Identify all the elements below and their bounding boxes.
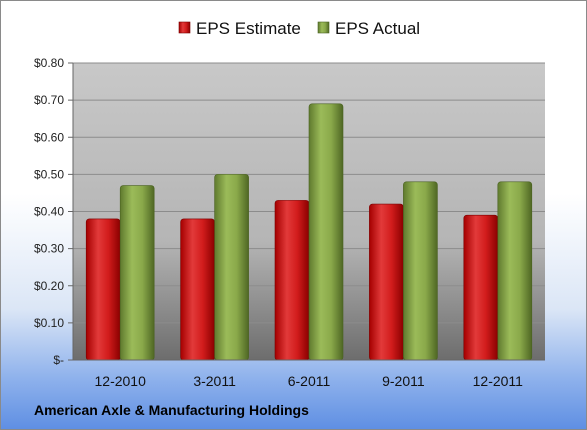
legend-label: EPS Actual <box>335 19 420 38</box>
bar-estimate <box>85 218 121 361</box>
y-tick-label: $0.60 <box>34 130 64 144</box>
y-tick-label: $0.10 <box>34 316 64 330</box>
y-tick-label: $0.50 <box>34 167 64 181</box>
y-tick-label: $0.40 <box>34 205 64 219</box>
bar-actual <box>214 174 249 361</box>
x-tick-label: 3-2011 <box>193 373 236 389</box>
legend-swatch <box>178 21 191 34</box>
bar-actual <box>497 181 533 361</box>
y-tick-label: $0.30 <box>34 242 64 256</box>
y-tick-label: $0.80 <box>34 56 64 70</box>
bar-actual <box>119 185 155 361</box>
y-axis: $- $0.10 $0.20 $0.30 $0.40 $0.50 $0.60 $0.70 $0.… <box>34 56 74 367</box>
x-tick-label: 12-2011 <box>473 373 524 389</box>
y-tick-label: $0.20 <box>34 279 64 293</box>
bars <box>85 103 533 361</box>
x-tick-label: 12-2010 <box>95 373 147 389</box>
x-tick-label: 6-2011 <box>288 373 331 389</box>
bar-estimate <box>369 203 404 361</box>
y-tick-label: $- <box>53 353 64 367</box>
x-axis: 12-2010 3-2011 6-2011 9-2011 12-2011 <box>73 359 545 389</box>
bar-actual <box>403 181 438 361</box>
x-tick-label: 9-2011 <box>382 373 425 389</box>
legend-swatch <box>317 21 330 34</box>
y-tick-label: $0.70 <box>34 93 64 107</box>
bar-estimate <box>180 218 215 361</box>
bar-estimate <box>463 214 499 361</box>
bar-estimate <box>274 200 310 361</box>
company-title: American Axle & Manufacturing Holdings <box>34 402 309 418</box>
legend: EPS Estimate EPS Actual <box>178 19 420 38</box>
legend-label: EPS Estimate <box>196 19 301 38</box>
bar-actual <box>308 103 344 361</box>
